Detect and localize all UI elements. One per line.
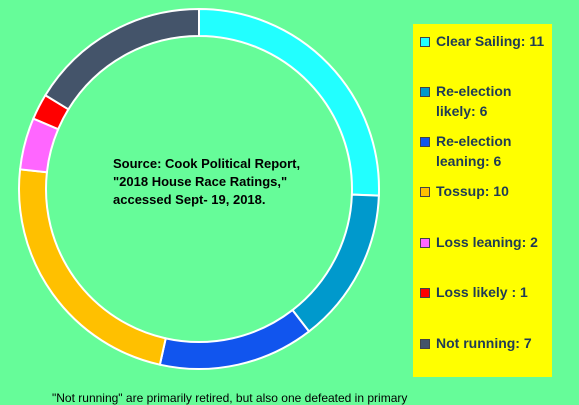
source-annotation: Source: Cook Political Report, "2018 Hou… xyxy=(113,156,301,207)
legend-label-loss-leaning: Loss leaning: 2 xyxy=(436,234,538,250)
legend-swatch-loss-leaning xyxy=(420,238,430,248)
slice-re-election-leaning xyxy=(158,308,311,370)
legend-swatch-not-running xyxy=(420,339,430,349)
legend-label-loss-likely: Loss likely : 1 xyxy=(436,284,528,300)
slice-re-election-likely xyxy=(291,193,380,333)
legend-item-re-election-leaning: Re-election leaning: 6 xyxy=(420,131,552,171)
footnote: "Not running" are primarily retired, but… xyxy=(52,391,408,405)
legend-item-not-running: Not running: 7 xyxy=(420,333,552,353)
legend-swatch-re-election-leaning xyxy=(420,137,430,147)
legend-swatch-clear-sailing xyxy=(420,37,430,47)
legend-item-clear-sailing: Clear Sailing: 11 xyxy=(420,31,552,51)
legend-swatch-tossup xyxy=(420,187,430,197)
legend-swatch-re-election-likely xyxy=(420,87,430,97)
legend: Clear Sailing: 11 Re-election likely: 6 … xyxy=(413,24,552,377)
legend-item-loss-likely: Loss likely : 1 xyxy=(420,282,552,302)
slice-not-running xyxy=(43,7,200,111)
legend-label-tossup: Tossup: 10 xyxy=(436,183,509,199)
legend-item-tossup: Tossup: 10 xyxy=(420,181,552,201)
legend-label-not-running: Not running: 7 xyxy=(436,335,532,351)
legend-item-loss-leaning: Loss leaning: 2 xyxy=(420,232,552,252)
legend-label-re-election-likely: Re-election likely: 6 xyxy=(436,83,512,119)
legend-swatch-loss-likely xyxy=(420,288,430,298)
legend-label-re-election-leaning: Re-election leaning: 6 xyxy=(436,133,512,169)
legend-item-re-election-likely: Re-election likely: 6 xyxy=(420,81,552,121)
legend-label-clear-sailing: Clear Sailing: 11 xyxy=(436,33,545,49)
